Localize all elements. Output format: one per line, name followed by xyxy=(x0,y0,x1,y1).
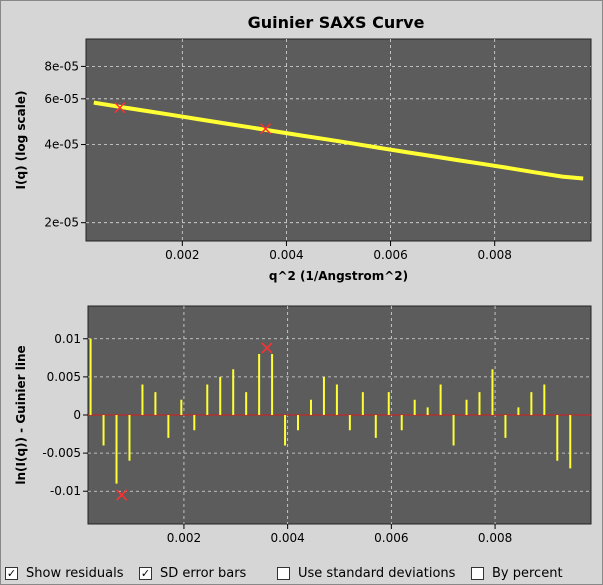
y-axis-label: I(q) (log scale) xyxy=(14,91,28,190)
x-tick-label: 0.008 xyxy=(478,248,512,262)
y-tick-label: -0.005 xyxy=(42,446,81,460)
checkbox-label[interactable]: Show residuals xyxy=(26,566,124,581)
x-tick-label: 0.004 xyxy=(269,248,303,262)
y-axis-label: ln(I(q)) - Guinier line xyxy=(14,345,28,484)
marker xyxy=(116,489,128,501)
marker xyxy=(114,102,126,114)
x-tick-label: 0.006 xyxy=(374,531,408,545)
checkbox-label[interactable]: SD error bars xyxy=(160,566,247,581)
checkbox-box[interactable]: ✓ xyxy=(139,567,152,580)
checkbox-box[interactable] xyxy=(471,567,484,580)
y-tick-label: 8e-05 xyxy=(44,59,79,73)
chart-title: Guinier SAXS Curve xyxy=(248,13,425,32)
checkbox[interactable]: ✓ Show residuals xyxy=(5,566,124,581)
y-tick-label: -0.01 xyxy=(50,484,81,498)
y-tick-label: 4e-05 xyxy=(44,138,79,152)
checkbox-box[interactable]: ✓ xyxy=(5,567,18,580)
charts: Guinier SAXS Curve 0.002 0.004 0.006 0.008 2e… xyxy=(14,13,592,545)
x-tick-label: 0.004 xyxy=(270,531,304,545)
y-tick-label: 6e-05 xyxy=(44,92,79,106)
y-tick-label: 0.01 xyxy=(54,332,81,346)
checkbox[interactable]: By percent xyxy=(471,566,563,581)
marker xyxy=(261,342,273,354)
checkbox-box[interactable] xyxy=(277,567,290,580)
checkbox-label[interactable]: Use standard deviations xyxy=(298,566,456,581)
checkbox[interactable]: Use standard deviations xyxy=(277,566,455,581)
x-tick-label: 0.002 xyxy=(165,248,199,262)
y-tick-label: 0 xyxy=(73,408,81,422)
x-axis-label: q^2 (1/Angstrom^2) xyxy=(269,269,408,283)
checkbox[interactable]: ✓ SD error bars xyxy=(139,566,246,581)
x-tick-label: 0.002 xyxy=(167,531,201,545)
data-line xyxy=(93,100,584,181)
x-tick-label: 0.006 xyxy=(373,248,407,262)
checkbox-label[interactable]: By percent xyxy=(492,566,563,581)
x-tick-label: 0.008 xyxy=(478,531,512,545)
y-tick-label: 0.005 xyxy=(47,370,81,384)
y-tick-label: 2e-05 xyxy=(44,216,79,230)
marker xyxy=(260,123,272,135)
